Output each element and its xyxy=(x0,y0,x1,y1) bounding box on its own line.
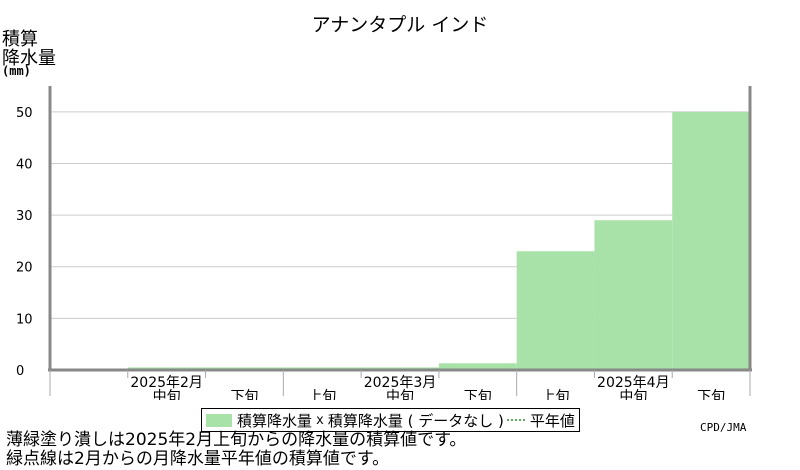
chart-legend: 積算降水量 x 積算降水量 ( データなし ) 平年値 xyxy=(201,408,580,432)
x-month-label: 2025年3月 xyxy=(364,375,437,391)
y-tick-label: 20 xyxy=(16,261,33,276)
y-tick-label: 40 xyxy=(16,157,33,172)
x-period-label: 上旬 xyxy=(542,389,570,400)
data-bar xyxy=(594,220,673,370)
y-axis-label-line-1: 積算 xyxy=(2,29,38,50)
y-tick-label: 10 xyxy=(16,312,33,327)
footnote-2: 緑点線は2月からの月降水量平年値の積算値です。 xyxy=(6,449,390,469)
legend-swatch xyxy=(206,413,232,427)
legend-missing-label: 積算降水量 ( データなし ) xyxy=(327,411,504,430)
y-tick-label: 30 xyxy=(16,209,33,224)
x-period-label: 中旬 xyxy=(153,389,181,400)
y-axis-label-line-2: 降水量 xyxy=(2,48,56,69)
x-period-label: 下旬 xyxy=(464,389,492,400)
data-bar xyxy=(672,111,750,371)
footnote-1: 薄緑塗り潰しは2025年2月上旬からの降水量の積算値です。 xyxy=(6,430,467,450)
x-month-label: 2025年2月 xyxy=(130,375,203,391)
x-period-label: 下旬 xyxy=(697,389,725,400)
legend-normal-line xyxy=(506,419,527,421)
x-period-label: 下旬 xyxy=(230,389,258,400)
data-bar xyxy=(516,251,595,370)
legend-missing-marker: x xyxy=(316,412,324,428)
precipitation-chart: 0 10 20 30 40 50 中旬 下旬 上旬 中旬 下旬 上旬 中旬 下旬 2025年2月 2025年3… xyxy=(16,86,752,400)
chart-title: アナンタプル インド xyxy=(311,14,489,36)
data-bar xyxy=(438,363,517,370)
credit-text: CPD/JMA xyxy=(700,421,747,434)
x-period-label: 上旬 xyxy=(308,389,336,400)
x-period-label: 中旬 xyxy=(619,389,647,400)
legend-normal-label: 平年値 xyxy=(529,411,575,430)
legend-series-label: 積算降水量 xyxy=(237,411,313,430)
x-month-label: 2025年4月 xyxy=(597,375,670,391)
y-axis-unit: (mm) xyxy=(2,64,31,78)
x-period-label: 中旬 xyxy=(386,389,414,400)
y-tick-label: 50 xyxy=(16,106,33,121)
y-tick-label: 0 xyxy=(16,364,24,379)
